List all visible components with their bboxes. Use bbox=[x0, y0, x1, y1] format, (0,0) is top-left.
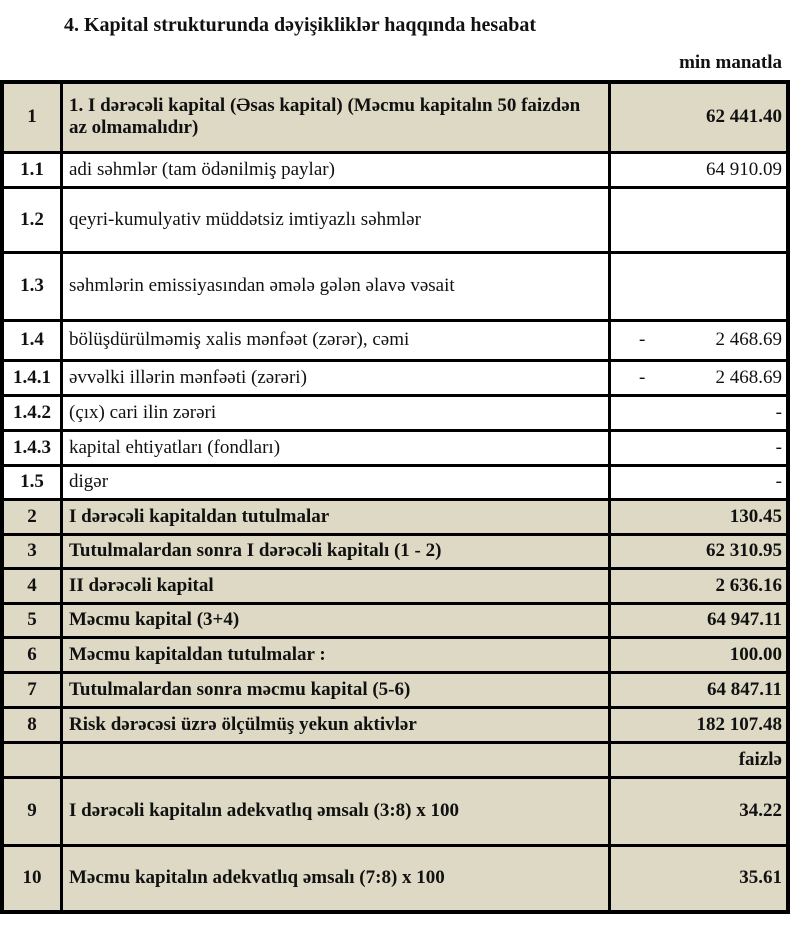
row-number: 1 bbox=[0, 80, 63, 154]
row-value: - bbox=[608, 393, 790, 432]
row-number: 1.2 bbox=[0, 185, 63, 254]
row-value: 34.22 bbox=[608, 775, 790, 847]
row-value: 64 847.11 bbox=[608, 670, 790, 709]
row-value: 62 441.40 bbox=[608, 80, 790, 154]
row-label: Məcmu kapitaldan tutulmalar : bbox=[60, 635, 611, 674]
table-row: 1.4.2 (çıx) cari ilin zərəri - bbox=[0, 393, 790, 432]
row-value-text: 2 468.69 bbox=[715, 366, 783, 388]
row-label: I dərəcəli kapitaldan tutulmalar bbox=[60, 497, 611, 536]
row-number: 1.3 bbox=[0, 250, 63, 322]
row-label: 1. I dərəcəli kapital (Əsas kapital) (Mə… bbox=[60, 80, 611, 154]
row-value-text: 64 910.09 bbox=[706, 158, 782, 180]
table-row: 4 II dərəcəli kapital 2 636.16 bbox=[0, 566, 790, 605]
row-value-text: faizlə bbox=[738, 748, 782, 770]
row-value bbox=[608, 250, 790, 322]
table-row: 5 Məcmu kapital (3+4) 64 947.11 bbox=[0, 601, 790, 639]
row-value-text: 182 107.48 bbox=[696, 713, 783, 735]
table-row: 1.5 digər - bbox=[0, 463, 790, 501]
row-value-text: 34.22 bbox=[739, 800, 782, 821]
table-row: 1.1 adi səhmlər (tam ödənilmiş paylar) 64 … bbox=[0, 150, 790, 189]
row-number: 10 bbox=[0, 843, 63, 914]
table-row: 1.4.3 kapital ehtiyatları (fondları) - bbox=[0, 428, 790, 467]
row-number: 4 bbox=[0, 566, 63, 605]
row-label: II dərəcəli kapital bbox=[60, 566, 611, 605]
table-row: 6 Məcmu kapitaldan tutulmalar : 100.00 bbox=[0, 635, 790, 674]
row-value-text: 62 441.40 bbox=[706, 106, 782, 128]
row-number: 1.4.2 bbox=[0, 393, 63, 432]
row-label: Məcmu kapital (3+4) bbox=[60, 601, 611, 639]
row-value: 130.45 bbox=[608, 497, 790, 536]
row-label: Tutulmalardan sonra I dərəcəli kapitalı … bbox=[60, 532, 611, 570]
row-label: Risk dərəcəsi üzrə ölçülmüş yekun aktivl… bbox=[60, 705, 611, 744]
row-value-text: - bbox=[775, 436, 782, 458]
row-value-text: 35.61 bbox=[739, 867, 782, 889]
table-row: 8 Risk dərəcəsi üzrə ölçülmüş yekun aktiv… bbox=[0, 705, 790, 744]
row-value-text: 130.45 bbox=[729, 505, 782, 527]
table-row: 1.2 qeyri-kumulyativ müddətsiz imtiyazlı … bbox=[0, 185, 790, 254]
row-number bbox=[0, 740, 63, 779]
row-label: səhmlərin emissiyasından əmələ gələn əla… bbox=[60, 250, 611, 322]
row-label: kapital ehtiyatları (fondları) bbox=[60, 428, 611, 467]
row-label bbox=[60, 740, 611, 779]
unit-label: min manatla bbox=[679, 52, 782, 73]
row-value-text: 62 310.95 bbox=[706, 540, 782, 561]
row-number: 7 bbox=[0, 670, 63, 709]
row-label: I dərəcəli kapitalın adekvatlıq əmsalı (… bbox=[60, 775, 611, 847]
row-value-text: 64 947.11 bbox=[707, 609, 782, 630]
row-value: - 2 468.69 bbox=[608, 358, 790, 397]
row-label: digər bbox=[60, 463, 611, 501]
row-value-text: 100.00 bbox=[729, 643, 782, 665]
row-value-text: 2 636.16 bbox=[715, 574, 783, 596]
table-row: 1.4 bölüşdürülməmiş xalis mənfəət (zərər)… bbox=[0, 318, 790, 362]
table-row: 3 Tutulmalardan sonra I dərəcəli kapitalı… bbox=[0, 532, 790, 570]
row-value-text: - bbox=[775, 401, 782, 423]
row-number: 9 bbox=[0, 775, 63, 847]
row-value-text: 2 468.69 bbox=[715, 329, 783, 350]
row-number: 2 bbox=[0, 497, 63, 536]
row-value: 35.61 bbox=[608, 843, 790, 914]
row-value: 64 947.11 bbox=[608, 601, 790, 639]
table-row: 1.3 səhmlərin emissiyasından əmələ gələn … bbox=[0, 250, 790, 322]
row-value: - bbox=[608, 428, 790, 467]
table-row: 1.4.1 əvvəlki illərin mənfəəti (zərəri) - 2… bbox=[0, 358, 790, 397]
row-number: 1.4.3 bbox=[0, 428, 63, 467]
row-value-text: 64 847.11 bbox=[707, 678, 782, 700]
row-label: adi səhmlər (tam ödənilmiş paylar) bbox=[60, 150, 611, 189]
row-number: 6 bbox=[0, 635, 63, 674]
row-value: - 2 468.69 bbox=[608, 318, 790, 362]
table-row: 1 1. I dərəcəli kapital (Əsas kapital) (M… bbox=[0, 80, 790, 154]
row-label: əvvəlki illərin mənfəəti (zərəri) bbox=[60, 358, 611, 397]
row-value: 62 310.95 bbox=[608, 532, 790, 570]
row-number: 1.4 bbox=[0, 318, 63, 362]
row-number: 1.1 bbox=[0, 150, 63, 189]
row-value: 64 910.09 bbox=[608, 150, 790, 189]
row-number: 3 bbox=[0, 532, 63, 570]
row-label: Məcmu kapitalın adekvatlıq əmsalı (7:8) … bbox=[60, 843, 611, 914]
row-value bbox=[608, 185, 790, 254]
table-row: 10 Məcmu kapitalın adekvatlıq əmsalı (7:8… bbox=[0, 843, 790, 914]
row-value: faizlə bbox=[608, 740, 790, 779]
row-number: 1.4.1 bbox=[0, 358, 63, 397]
row-label: bölüşdürülməmiş xalis mənfəət (zərər), c… bbox=[60, 318, 611, 362]
row-number: 1.5 bbox=[0, 463, 63, 501]
row-number: 5 bbox=[0, 601, 63, 639]
table-row: faizlə bbox=[0, 740, 790, 779]
row-value: - bbox=[608, 463, 790, 501]
capital-structure-table: 1 1. I dərəcəli kapital (Əsas kapital) (M… bbox=[0, 80, 790, 914]
row-label: (çıx) cari ilin zərəri bbox=[60, 393, 611, 432]
row-number: 8 bbox=[0, 705, 63, 744]
row-value: 2 636.16 bbox=[608, 566, 790, 605]
row-value-text: - bbox=[775, 471, 782, 492]
row-sign: - bbox=[639, 329, 646, 350]
row-label: Tutulmalardan sonra məcmu kapital (5-6) bbox=[60, 670, 611, 709]
row-sign: - bbox=[639, 366, 646, 388]
table-row: 7 Tutulmalardan sonra məcmu kapital (5-6)… bbox=[0, 670, 790, 709]
row-value: 100.00 bbox=[608, 635, 790, 674]
report-title: 4. Kapital strukturunda dəyişikliklər ha… bbox=[64, 14, 536, 36]
row-label: qeyri-kumulyativ müddətsiz imtiyazlı səh… bbox=[60, 185, 611, 254]
row-value: 182 107.48 bbox=[608, 705, 790, 744]
